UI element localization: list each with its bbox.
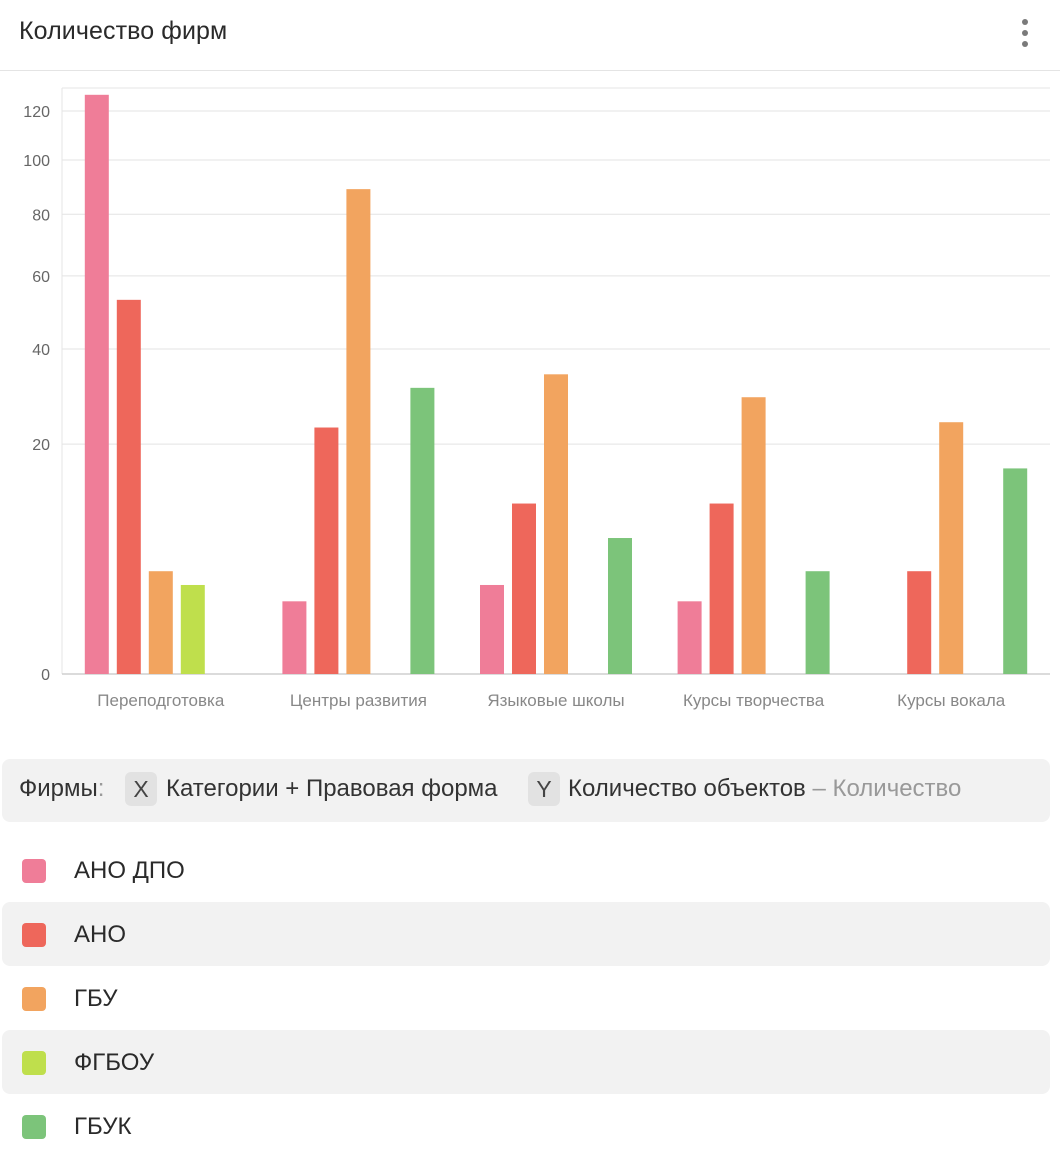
x-axis-badge[interactable]: X [125,772,157,806]
bar[interactable] [544,374,568,674]
legend-label: ГБУК [74,1113,132,1140]
legend-item[interactable]: ГБУ [2,966,1050,1030]
dataset-label: Фирмы: [19,775,105,802]
legend-item[interactable]: ГБУК [2,1094,1050,1158]
x-tick-label: Переподготовка [97,691,225,710]
x-tick-label: Курсы творчества [683,691,825,710]
bar[interactable] [116,299,141,674]
y-axis-ticks: 0 20 40 60 80 100 120 [23,104,50,684]
bar[interactable] [512,503,536,674]
y-tick-label: 80 [32,207,50,224]
y-tick-label: 60 [32,269,50,286]
legend-swatch [22,1051,46,1075]
bar[interactable] [939,422,964,674]
legend-item[interactable]: АНО ДПО [2,838,1050,902]
bar[interactable] [741,397,766,674]
y-tick-label: 120 [23,104,50,121]
legend-label: АНО ДПО [74,857,185,884]
bar[interactable] [1003,468,1028,674]
legend-label: АНО [74,921,127,948]
x-tick-label: Центры развития [290,691,427,710]
legend-label: ГБУ [74,985,118,1012]
x-tick-label: Языковые школы [487,691,624,710]
chart-header: Количество фирм [0,0,1060,71]
bars [84,94,1028,674]
bar[interactable] [907,571,932,674]
legend-label: ФГБОУ [74,1049,155,1076]
legend-swatch [22,859,46,883]
x-tick-label: Курсы вокала [897,691,1006,710]
bar[interactable] [480,584,504,674]
legend-item[interactable]: АНО [2,902,1050,966]
x-axis-field[interactable]: Категории + Правовая форма [166,775,498,802]
bar[interactable] [805,571,830,674]
legend-swatch [22,1115,46,1139]
bar[interactable] [84,94,109,674]
bar[interactable] [148,571,173,674]
bar[interactable] [677,601,702,674]
legend-swatch [22,987,46,1011]
bar-chart: 0 20 40 60 80 100 120 Переподготовка Центры раз… [23,87,1050,710]
y-axis-badge[interactable]: Y [528,772,560,806]
bar[interactable] [314,427,339,674]
y-tick-label: 100 [23,153,50,170]
bar[interactable] [608,538,632,674]
legend-swatch [22,923,46,947]
bar[interactable] [282,601,307,674]
chart-title: Количество фирм [19,17,228,45]
y-tick-label: 20 [32,437,50,454]
bar[interactable] [709,503,734,674]
bar[interactable] [180,584,205,674]
y-tick-label: 40 [32,342,50,359]
bar[interactable] [410,387,435,674]
x-axis-ticks: Переподготовка Центры развития Языковые шк… [97,691,1005,710]
kebab-menu-icon[interactable] [1010,16,1040,50]
legend-item[interactable]: ФГБОУ [2,1030,1050,1094]
y-axis-field[interactable]: Количество объектов – Количество [568,775,962,802]
bar[interactable] [346,189,371,674]
y-tick-label: 0 [41,667,50,684]
axis-config-bar: Фирмы: X Категории + Правовая форма Y Ко… [2,759,1050,822]
